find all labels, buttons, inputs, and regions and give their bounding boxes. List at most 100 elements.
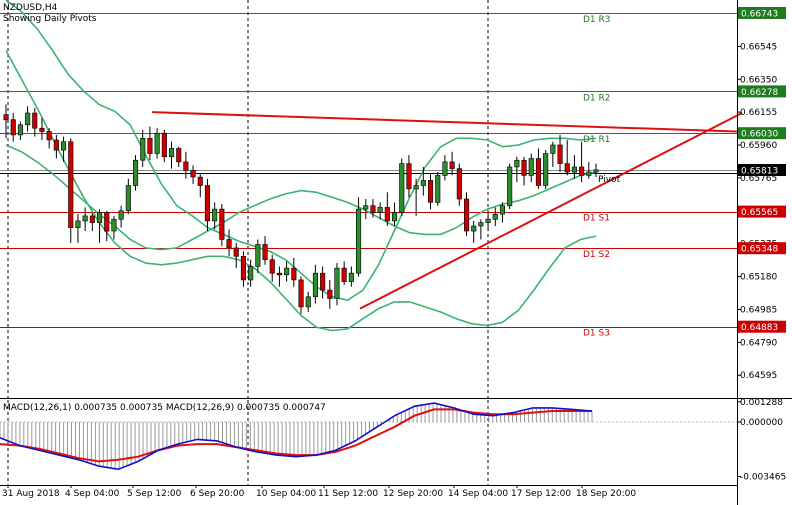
candle-body bbox=[550, 144, 556, 154]
candle-body bbox=[97, 212, 103, 223]
y-tick-label: 0.66155 bbox=[740, 108, 777, 118]
price-badge-text: 0.66278 bbox=[741, 88, 778, 98]
candle-body bbox=[262, 244, 268, 260]
candle-body bbox=[25, 112, 31, 126]
macd-y-tick-label: 0.000000 bbox=[740, 418, 783, 428]
candle bbox=[118, 205, 124, 228]
candle-body bbox=[276, 272, 283, 276]
x-tick-label: 31 Aug 2018 bbox=[2, 489, 60, 499]
candle-body bbox=[543, 153, 549, 186]
pivot-label-d1-r1: D1 R1 bbox=[583, 135, 611, 145]
candle-body bbox=[125, 185, 131, 212]
macd-y-tick-label: -0.003465 bbox=[740, 473, 786, 483]
candle-body bbox=[579, 166, 585, 176]
candle bbox=[46, 128, 52, 149]
candle bbox=[176, 146, 182, 167]
candle bbox=[3, 104, 9, 139]
candle bbox=[478, 219, 484, 240]
candle-body bbox=[154, 132, 160, 154]
x-tick-label: 17 Sep 12:00 bbox=[511, 489, 571, 499]
candle bbox=[89, 212, 95, 232]
candle bbox=[557, 134, 563, 173]
candle-body bbox=[46, 131, 52, 141]
candle bbox=[564, 139, 570, 176]
candle bbox=[68, 138, 74, 243]
candle-body bbox=[492, 213, 498, 220]
candle-body bbox=[399, 163, 405, 213]
candle bbox=[327, 279, 333, 309]
candle-body bbox=[384, 207, 390, 222]
candle-body bbox=[68, 141, 74, 228]
candle bbox=[17, 121, 24, 140]
candle bbox=[471, 220, 477, 243]
candle bbox=[133, 155, 139, 191]
candle-body bbox=[226, 239, 232, 249]
price-badge-text: 0.66030 bbox=[741, 130, 778, 140]
candle-body bbox=[104, 212, 110, 232]
macd-y-tick-label: 0.001288 bbox=[740, 398, 783, 408]
candle-body bbox=[118, 210, 124, 220]
candle-body bbox=[212, 208, 218, 222]
candle-body bbox=[370, 205, 376, 213]
candle bbox=[147, 126, 153, 161]
candle-body bbox=[435, 175, 441, 203]
candle bbox=[284, 261, 290, 282]
candle bbox=[348, 266, 354, 287]
candle-body bbox=[571, 166, 578, 173]
candle-body bbox=[348, 272, 354, 282]
x-tick-label: 5 Sep 12:00 bbox=[127, 489, 182, 499]
candle bbox=[298, 276, 304, 314]
price-badge-bg bbox=[738, 7, 786, 19]
pivots-subtitle: Showing Daily Pivots bbox=[3, 14, 97, 24]
price-badges: 0.66743 0.66278 0.66030 0.65565 0.65348 0.648… bbox=[738, 7, 786, 333]
candle-body bbox=[499, 205, 506, 215]
candle bbox=[219, 204, 225, 247]
candle-body bbox=[535, 158, 542, 186]
x-tick-label: 6 Sep 20:00 bbox=[190, 489, 245, 499]
candle-body bbox=[507, 166, 513, 207]
candle bbox=[463, 192, 470, 237]
y-tick-label: 0.66350 bbox=[740, 75, 777, 85]
candle bbox=[25, 106, 31, 132]
candle-body bbox=[463, 198, 470, 232]
x-axis-ticks: 31 Aug 2018 4 Sep 04:00 5 Sep 12:00 6 Sep 2… bbox=[2, 485, 636, 499]
candle-body bbox=[355, 208, 362, 274]
y-tick-label: 0.64595 bbox=[740, 371, 777, 381]
candle-body bbox=[456, 168, 462, 200]
candle-body bbox=[161, 132, 167, 158]
pivot-label-d1-s2: D1 S2 bbox=[583, 250, 610, 260]
current-price-badge-text: 0.65813 bbox=[741, 167, 778, 177]
trendline-support bbox=[359, 112, 743, 310]
candle bbox=[161, 129, 167, 162]
candle bbox=[543, 150, 549, 189]
candle-body bbox=[111, 218, 117, 232]
candle bbox=[240, 251, 246, 287]
x-tick-label: 18 Sep 20:00 bbox=[576, 489, 636, 499]
candle-body bbox=[327, 289, 333, 299]
candle-body bbox=[514, 159, 520, 168]
candle-body bbox=[75, 220, 81, 228]
candle-body bbox=[478, 222, 484, 227]
candle bbox=[420, 166, 426, 196]
candle-body bbox=[521, 159, 527, 176]
candle bbox=[535, 148, 542, 189]
candle-body bbox=[341, 267, 347, 282]
candle bbox=[413, 178, 419, 216]
candle bbox=[528, 153, 534, 183]
candle bbox=[485, 212, 491, 232]
candle-body bbox=[32, 112, 38, 129]
candle-body bbox=[320, 272, 326, 291]
candle bbox=[507, 163, 513, 210]
y-tick-label: 0.66545 bbox=[740, 42, 777, 52]
candle-body bbox=[169, 148, 175, 158]
trendlines bbox=[151, 111, 743, 310]
candle-body bbox=[269, 259, 275, 274]
price-badge-bg bbox=[738, 320, 786, 333]
candle-body bbox=[89, 215, 95, 223]
candle-body bbox=[593, 169, 599, 173]
candle bbox=[586, 161, 592, 179]
candle-body bbox=[176, 148, 182, 163]
candle bbox=[334, 263, 340, 306]
candle bbox=[212, 202, 218, 230]
x-tick-label: 12 Sep 20:00 bbox=[383, 489, 443, 499]
